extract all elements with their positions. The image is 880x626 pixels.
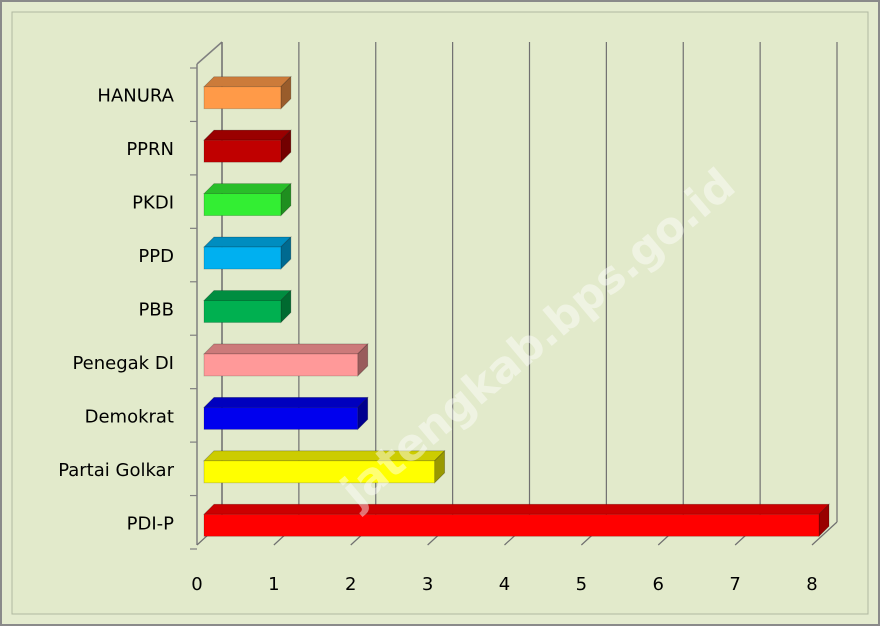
bar [203, 353, 359, 377]
bar [203, 406, 359, 430]
bar [203, 246, 282, 270]
x-tick-label: 2 [345, 574, 356, 595]
bar [203, 300, 282, 323]
y-tick-label: Partai Golkar [58, 460, 174, 481]
bar-top [203, 236, 292, 248]
bar [203, 513, 820, 537]
x-tick-label: 4 [499, 574, 510, 595]
y-tick-label: PPD [138, 246, 174, 267]
grid-line [811, 521, 838, 546]
bar [203, 193, 282, 217]
axis-line [196, 41, 223, 65]
x-tick-label: 6 [653, 574, 664, 595]
x-tick-label: 8 [806, 574, 817, 595]
bar [203, 139, 282, 163]
y-tick-label: HANURA [97, 86, 174, 107]
x-tick-label: 3 [422, 574, 433, 595]
x-tick-label: 1 [268, 574, 279, 595]
bar [203, 460, 436, 484]
bar-top [203, 183, 292, 195]
x-tick-label: 5 [576, 574, 587, 595]
x-tick-label: 0 [191, 574, 202, 595]
y-tick-label: PKDI [132, 193, 174, 214]
bar-top [203, 129, 292, 141]
x-tick-label: 7 [729, 574, 740, 595]
grid-group: 0 1 2 3 4 5 6 7 8 [190, 41, 838, 595]
bar-top [203, 396, 369, 408]
bar-top [203, 343, 369, 355]
y-tick-label: PBB [138, 300, 174, 321]
bar-top [203, 290, 292, 301]
bar [203, 86, 282, 110]
y-tick-label: Penegak DI [72, 353, 174, 374]
y-tick-label: PPRN [126, 139, 174, 160]
bar-top [203, 76, 292, 88]
bars-group: HANURA PPRN PKDI PPD PBB Penegak DI Demokrat Pa… [58, 75, 830, 538]
y-tick-label: PDI-P [127, 513, 175, 534]
y-tick-label: Demokrat [85, 406, 174, 427]
bar-top [203, 503, 830, 515]
